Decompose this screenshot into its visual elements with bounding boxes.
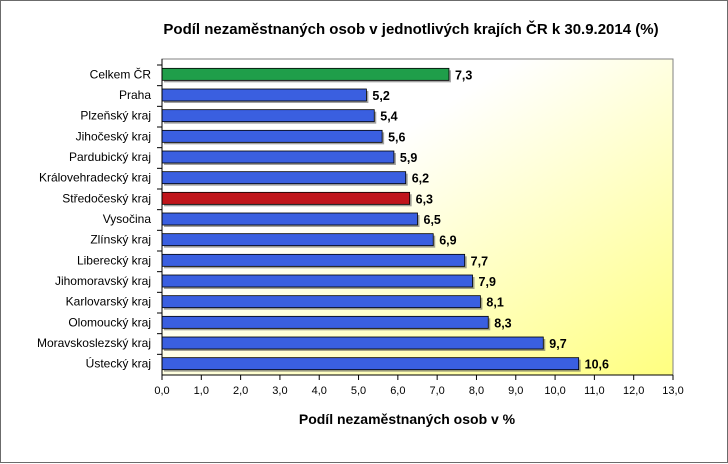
bar [161, 315, 489, 329]
bar [161, 336, 544, 350]
value-label: 7,9 [479, 275, 496, 289]
category-label: Olomoucký kraj [68, 315, 151, 329]
value-label: 5,6 [388, 130, 405, 144]
category-label: Plzeňský kraj [80, 109, 151, 123]
category-label: Liberecký kraj [77, 253, 151, 267]
value-label: 6,5 [424, 213, 441, 227]
bar [161, 253, 466, 267]
bar [161, 212, 418, 226]
category-label: Karlovarský kraj [66, 295, 151, 309]
category-label: Ústecký kraj [86, 356, 151, 371]
category-label: Pardubický kraj [69, 150, 151, 164]
x-tick-label: 8,0 [469, 385, 484, 397]
value-label: 7,7 [471, 254, 488, 268]
x-tick-label: 0,0 [154, 385, 169, 397]
value-label: 6,9 [439, 234, 456, 248]
category-label: Středočeský kraj [62, 191, 151, 205]
bar [161, 171, 407, 185]
x-tick-label: 6,0 [390, 385, 405, 397]
bar [161, 67, 450, 81]
category-label: Jihomoravský kraj [55, 274, 151, 288]
bar [161, 191, 411, 205]
x-tick-label: 10,0 [544, 385, 565, 397]
value-label: 5,2 [372, 89, 389, 103]
category-label: Praha [119, 88, 151, 102]
x-tick-label: 13,0 [662, 385, 683, 397]
value-label: 10,6 [585, 358, 609, 372]
bar [161, 129, 383, 143]
chart-title: Podíl nezaměstnaných osob v jednotlivých… [163, 21, 659, 38]
category-label: Vysočina [103, 212, 152, 226]
value-label: 8,1 [486, 296, 503, 310]
bar [161, 274, 473, 288]
bar [161, 88, 367, 102]
x-tick-label: 11,0 [584, 385, 605, 397]
x-tick-label: 12,0 [623, 385, 644, 397]
category-label: Moravskoslezský kraj [37, 336, 151, 350]
category-label: Zlínský kraj [90, 233, 151, 247]
category-label: Celkem ČR [90, 66, 152, 81]
x-tick-label: 7,0 [430, 385, 445, 397]
value-label: 7,3 [455, 68, 472, 82]
bar [161, 150, 395, 164]
x-tick-label: 9,0 [508, 385, 523, 397]
x-tick-label: 4,0 [312, 385, 327, 397]
bar [161, 233, 434, 247]
bar [161, 357, 580, 371]
bar [161, 295, 481, 309]
x-tick-label: 3,0 [272, 385, 287, 397]
value-label: 9,7 [549, 337, 566, 351]
x-tick-label: 2,0 [233, 385, 248, 397]
value-label: 6,2 [412, 172, 429, 186]
value-label: 8,3 [494, 316, 511, 330]
value-label: 5,4 [380, 110, 397, 124]
bar [161, 109, 375, 123]
value-label: 5,9 [400, 151, 417, 165]
x-axis-label: Podíl nezaměstnaných osob v % [298, 411, 516, 427]
x-tick-label: 5,0 [351, 385, 366, 397]
category-label: Královehradecký kraj [39, 171, 151, 185]
value-label: 6,3 [416, 192, 433, 206]
x-tick-label: 1,0 [194, 385, 209, 397]
category-label: Jihočeský kraj [76, 129, 151, 143]
